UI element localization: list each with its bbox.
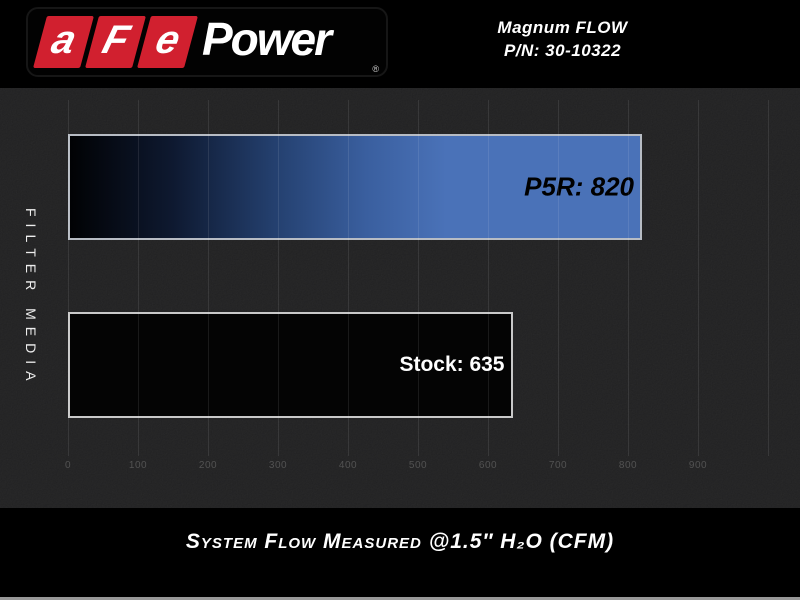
- bar-label-p5r: P5R: 820: [524, 171, 634, 202]
- y-axis-label-wrap: FILTER MEDIA: [14, 118, 48, 478]
- logo-red-tile: a: [33, 16, 94, 68]
- logo-red-tile: e: [137, 16, 198, 68]
- bar-p5r: P5R: 820: [68, 134, 642, 240]
- logo-letter-f: F: [97, 18, 135, 62]
- x-tick-label: 0: [64, 460, 72, 471]
- bar-stock: Stock: 635: [68, 312, 513, 418]
- gridline: [558, 100, 559, 456]
- gridline: [488, 100, 489, 456]
- bottom-edge-line: [0, 597, 800, 600]
- gridline: [208, 100, 209, 456]
- x-tick-label: 100: [128, 460, 148, 471]
- x-tick-label: 500: [408, 460, 428, 471]
- product-line: Magnum FLOW: [497, 18, 628, 37]
- logo-power-text: Power: [202, 13, 332, 65]
- gridline: [348, 100, 349, 456]
- x-tick-label: 800: [618, 460, 638, 471]
- x-tick-label: 200: [198, 460, 218, 471]
- header-banner: a F e Power ® Magnum FLOW P/N: 30-10322: [0, 0, 800, 88]
- product-info: Magnum FLOW P/N: 30-10322: [420, 16, 705, 62]
- plot-area: P5R: 820 Stock: 635: [68, 100, 769, 456]
- x-axis-ticks: 0 100 200 300 400 500 600 700 800 900: [64, 460, 768, 476]
- part-number: P/N: 30-10322: [503, 41, 622, 60]
- afe-power-logo: a F e Power ®: [26, 7, 388, 77]
- logo-letter-e: e: [151, 18, 186, 62]
- y-axis-label: FILTER MEDIA: [23, 208, 39, 388]
- chart-area: FILTER MEDIA P5R: 820 Stock: 635 0 100 200…: [0, 88, 800, 508]
- gridline: [418, 100, 419, 456]
- gridline: [138, 100, 139, 456]
- logo-letter-a: a: [47, 18, 82, 62]
- registered-trademark-icon: ®: [372, 64, 379, 74]
- x-tick-label: 700: [548, 460, 568, 471]
- logo-red-tile: F: [85, 16, 146, 68]
- gridline: [698, 100, 699, 456]
- gridline: [628, 100, 629, 456]
- x-tick-label: 400: [338, 460, 358, 471]
- gridline: [768, 100, 769, 456]
- gridline: [68, 100, 69, 456]
- x-axis-title: System Flow Measured @1.5″ H₂O (CFM): [185, 530, 615, 553]
- gridline: [278, 100, 279, 456]
- x-tick-label: 900: [688, 460, 708, 471]
- footer-band: System Flow Measured @1.5″ H₂O (CFM): [0, 508, 800, 600]
- x-tick-label: 600: [478, 460, 498, 471]
- x-tick-label: 300: [268, 460, 288, 471]
